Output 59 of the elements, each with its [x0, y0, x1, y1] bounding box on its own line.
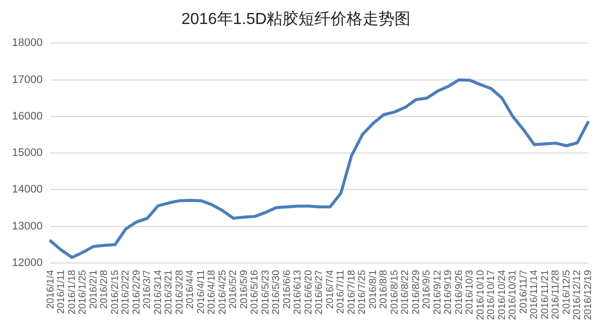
- chart-title: 2016年1.5D粘胶短纤价格走势图: [181, 10, 411, 28]
- x-tick-label: 2016/9/19: [443, 270, 454, 314]
- y-tick-label: 13000: [12, 220, 43, 232]
- x-tick-label: 2016/11/14: [529, 270, 540, 320]
- x-tick-label: 2016/2/1: [88, 270, 100, 309]
- x-tick-label: 2016/6/6: [282, 270, 293, 309]
- x-tick-label: 2016/6/27: [314, 270, 326, 314]
- x-tick-label: 2016/11/21: [540, 270, 551, 320]
- x-tick-label: 2016/8/15: [389, 270, 400, 314]
- x-tick-label: 2016/2/29: [131, 270, 142, 314]
- x-tick-label: 2016/5/9: [238, 270, 250, 309]
- x-tick-label: 2016/7/25: [357, 270, 368, 314]
- y-tick-label: 16000: [12, 110, 43, 122]
- y-tick-label: 18000: [12, 37, 43, 50]
- x-tick-label: 2016/10/10: [475, 270, 486, 320]
- x-tick-label: 2016/11/28: [550, 270, 562, 320]
- x-tick-label: 2016/3/14: [152, 270, 164, 314]
- x-tick-label: 2016/2/8: [99, 270, 110, 309]
- x-tick-label: 2016/8/29: [410, 270, 422, 314]
- x-tick-label: 2016/1/25: [78, 270, 89, 314]
- y-tick-label: 17000: [12, 74, 43, 86]
- x-tick-label: 2016/4/18: [206, 270, 218, 314]
- x-tick-label: 2016/7/18: [346, 270, 358, 314]
- x-tick-label: 2016/2/15: [110, 270, 121, 314]
- x-tick-label: 2016/5/30: [271, 270, 282, 314]
- x-tick-label: 2016/8/8: [378, 270, 390, 309]
- x-tick-label: 2016/5/23: [260, 270, 272, 314]
- x-tick-label: 2016/11/7: [518, 270, 530, 314]
- x-tick-label: 2016/9/26: [454, 270, 465, 314]
- x-tick-label: 2016/2/22: [120, 270, 132, 314]
- y-tick-label: 14000: [12, 184, 43, 196]
- x-tick-label: 2016/3/7: [142, 270, 154, 309]
- x-tick-label: 2016/12/19: [582, 270, 594, 320]
- x-tick-label: 2016/4/4: [185, 270, 196, 309]
- x-tick-label: 2016/4/11: [196, 270, 207, 314]
- x-tick-label: 2016/10/31: [508, 270, 519, 320]
- x-tick-label: 2016/1/18: [66, 270, 78, 314]
- x-tick-label: 2016/1/11: [56, 270, 68, 314]
- x-tick-label: 2016/10/17: [486, 270, 498, 320]
- x-tick-label: 2016/8/22: [400, 270, 412, 314]
- x-tick-label: 2016/5/16: [250, 270, 261, 314]
- x-tick-label: 2016/12/5: [561, 270, 572, 314]
- x-tick-label: 2016/10/3: [464, 270, 476, 314]
- x-tick-label: 2016/3/28: [174, 270, 186, 314]
- x-tick-label: 2016/6/13: [292, 270, 304, 314]
- x-tick-label: 2016/10/24: [496, 270, 508, 320]
- y-tick-label: 15000: [12, 147, 43, 160]
- x-tick-label: 2016/5/2: [228, 270, 240, 309]
- x-tick-label: 2016/3/21: [164, 270, 175, 314]
- x-tick-label: 2016/9/12: [432, 270, 444, 314]
- x-tick-label: 2016/7/11: [336, 270, 347, 314]
- x-tick-label: 2016/8/1: [368, 270, 379, 309]
- x-tick-label: 2016/1/4: [45, 270, 56, 309]
- y-tick-label: 12000: [12, 256, 43, 269]
- x-tick-label: 2016/12/12: [572, 270, 583, 320]
- x-tick-label: 2016/4/25: [217, 270, 228, 314]
- x-tick-label: 2016/6/20: [303, 270, 314, 314]
- x-tick-label: 2016/7/4: [324, 270, 336, 309]
- x-tick-label: 2016/9/5: [422, 270, 433, 309]
